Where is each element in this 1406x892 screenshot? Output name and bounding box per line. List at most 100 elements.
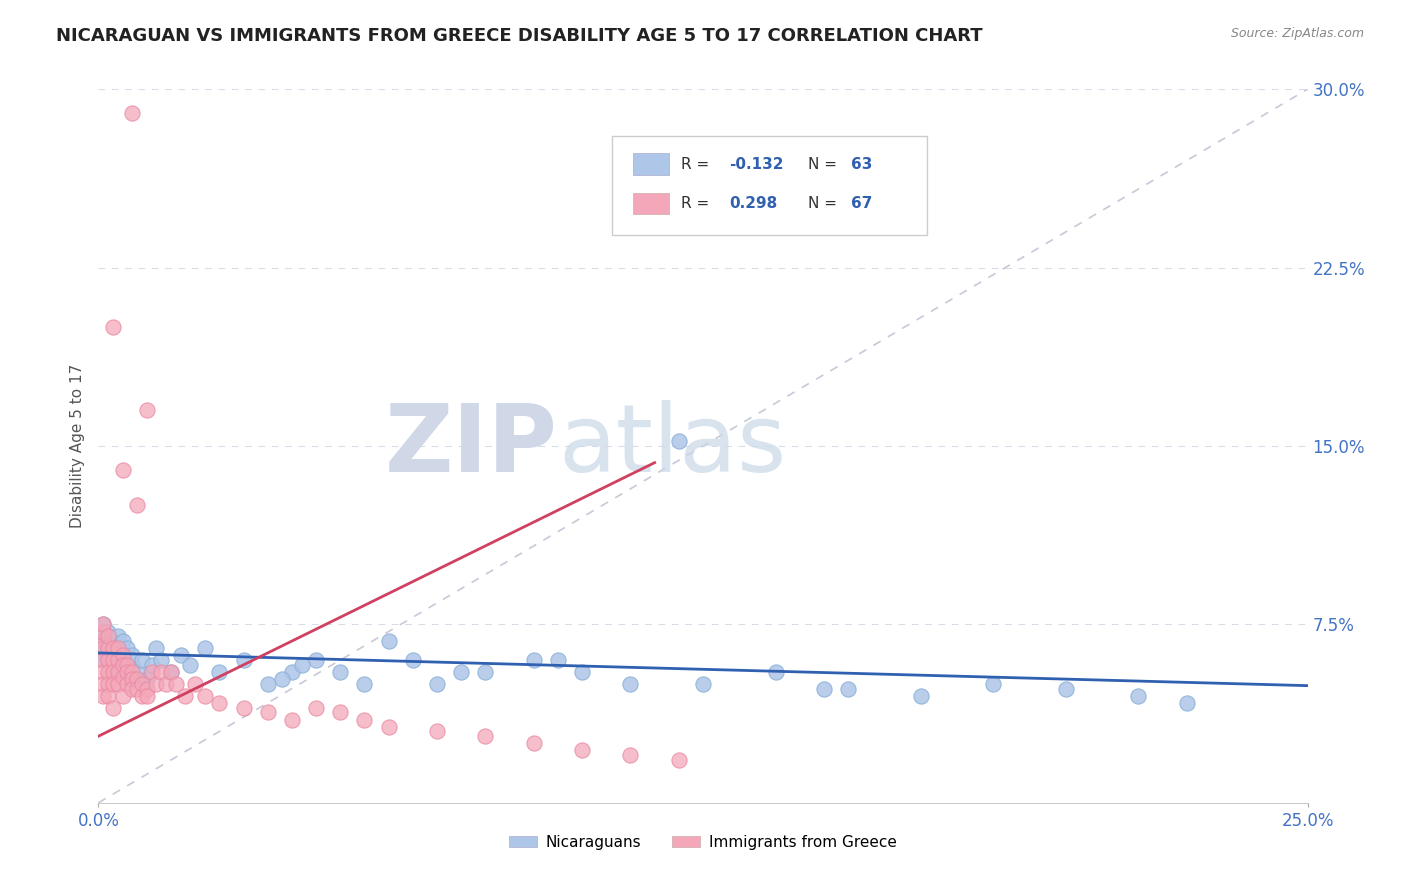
Point — [91, 689, 114, 703]
FancyBboxPatch shape — [633, 153, 669, 175]
Point — [353, 677, 375, 691]
FancyBboxPatch shape — [613, 136, 927, 235]
Text: N =: N = — [808, 196, 837, 211]
Point — [97, 624, 120, 639]
Point — [271, 672, 294, 686]
Point — [101, 634, 124, 648]
Point — [97, 634, 120, 648]
Point — [101, 665, 124, 679]
Point — [127, 681, 149, 696]
Point — [150, 665, 173, 679]
Point — [101, 665, 124, 679]
Point — [91, 624, 114, 639]
Text: 0.298: 0.298 — [730, 196, 778, 211]
Text: Source: ZipAtlas.com: Source: ZipAtlas.com — [1230, 27, 1364, 40]
Text: N =: N = — [808, 157, 837, 171]
Point — [619, 748, 641, 763]
Point — [107, 629, 129, 643]
Point — [121, 648, 143, 663]
Point — [668, 434, 690, 449]
Point — [91, 641, 114, 656]
Point — [117, 665, 139, 679]
Point — [127, 672, 149, 686]
Point — [111, 463, 134, 477]
Point — [194, 641, 217, 656]
Point — [101, 653, 124, 667]
Text: R =: R = — [682, 157, 710, 171]
Point — [135, 689, 157, 703]
Point — [117, 677, 139, 691]
Point — [121, 665, 143, 679]
Point — [256, 706, 278, 720]
Point — [765, 665, 787, 679]
Point — [523, 736, 546, 750]
Point — [117, 665, 139, 679]
Y-axis label: Disability Age 5 to 17: Disability Age 5 to 17 — [69, 364, 84, 528]
Point — [402, 653, 425, 667]
Point — [121, 657, 143, 672]
Point — [127, 665, 149, 679]
Point — [107, 641, 129, 656]
Point — [1054, 681, 1077, 696]
Point — [837, 681, 859, 696]
Point — [107, 657, 129, 672]
Point — [450, 665, 472, 679]
Point — [121, 106, 143, 120]
Point — [91, 653, 114, 667]
Point — [179, 657, 201, 672]
Point — [121, 681, 143, 696]
Point — [329, 665, 352, 679]
Point — [377, 634, 399, 648]
Point — [111, 689, 134, 703]
Point — [426, 724, 449, 739]
Point — [91, 617, 114, 632]
Point — [111, 648, 134, 663]
Point — [101, 641, 124, 656]
Point — [91, 653, 114, 667]
Point — [101, 648, 124, 663]
Point — [281, 665, 304, 679]
Point — [101, 657, 124, 672]
Point — [91, 624, 114, 639]
Point — [117, 657, 139, 672]
Point — [111, 634, 134, 648]
Point — [97, 629, 120, 643]
Point — [97, 653, 120, 667]
Point — [169, 648, 191, 663]
Point — [232, 700, 254, 714]
Point — [135, 681, 157, 696]
Point — [101, 320, 124, 334]
Point — [135, 672, 157, 686]
Text: NICARAGUAN VS IMMIGRANTS FROM GREECE DISABILITY AGE 5 TO 17 CORRELATION CHART: NICARAGUAN VS IMMIGRANTS FROM GREECE DIS… — [56, 27, 983, 45]
Point — [91, 646, 114, 660]
Point — [91, 665, 114, 679]
Point — [107, 641, 129, 656]
Point — [97, 641, 120, 656]
Point — [91, 677, 114, 691]
Point — [571, 743, 593, 757]
Point — [91, 634, 114, 648]
Point — [353, 713, 375, 727]
Point — [208, 665, 231, 679]
Point — [523, 653, 546, 667]
Point — [135, 403, 157, 417]
Point — [107, 665, 129, 679]
Point — [101, 700, 124, 714]
Point — [111, 670, 134, 684]
Point — [208, 696, 231, 710]
Point — [281, 713, 304, 727]
Text: -0.132: -0.132 — [730, 157, 785, 171]
Point — [256, 677, 278, 691]
Text: ZIP: ZIP — [385, 400, 558, 492]
Point — [160, 665, 183, 679]
Point — [145, 677, 167, 691]
Point — [174, 689, 197, 703]
Point — [117, 641, 139, 656]
Point — [97, 677, 120, 691]
Point — [547, 653, 569, 667]
Point — [131, 653, 153, 667]
Point — [571, 665, 593, 679]
Point — [668, 753, 690, 767]
Text: 63: 63 — [851, 157, 872, 171]
Point — [194, 689, 217, 703]
